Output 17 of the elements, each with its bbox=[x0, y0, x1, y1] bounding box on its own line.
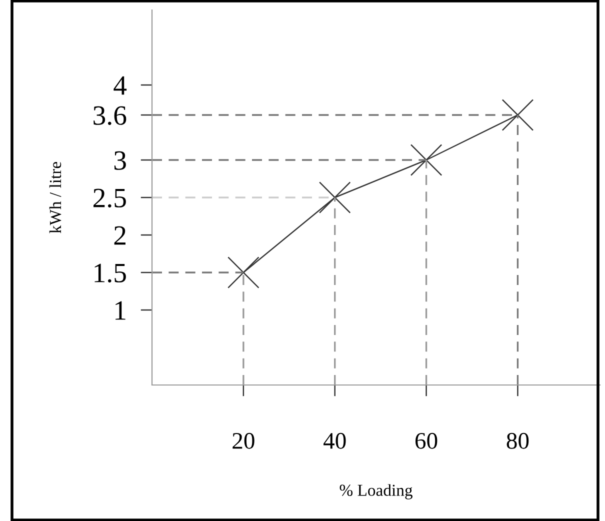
y-tick-label: 4 bbox=[114, 76, 127, 95]
y-tick-label: 3.6 bbox=[94, 106, 126, 126]
x-tick-label: 60 bbox=[415, 432, 438, 449]
point bbox=[228, 256, 260, 288]
y-tick-label: 3 bbox=[114, 151, 126, 170]
point bbox=[318, 182, 351, 214]
y-axis-title: kWh / litre bbox=[49, 162, 62, 234]
x-axis-title: % Loading bbox=[340, 484, 412, 500]
y-tick-label: 1 bbox=[116, 301, 126, 320]
y-tick-label: 1.5 bbox=[94, 264, 126, 283]
y-tick-label: 2 bbox=[114, 226, 126, 245]
x-tick-label: 80 bbox=[506, 432, 529, 449]
x-tick-label: 20 bbox=[232, 432, 254, 449]
y-tick-label: 2.5 bbox=[93, 188, 126, 208]
x-tick-label: 40 bbox=[324, 432, 346, 449]
point bbox=[502, 99, 534, 131]
point bbox=[410, 144, 442, 176]
